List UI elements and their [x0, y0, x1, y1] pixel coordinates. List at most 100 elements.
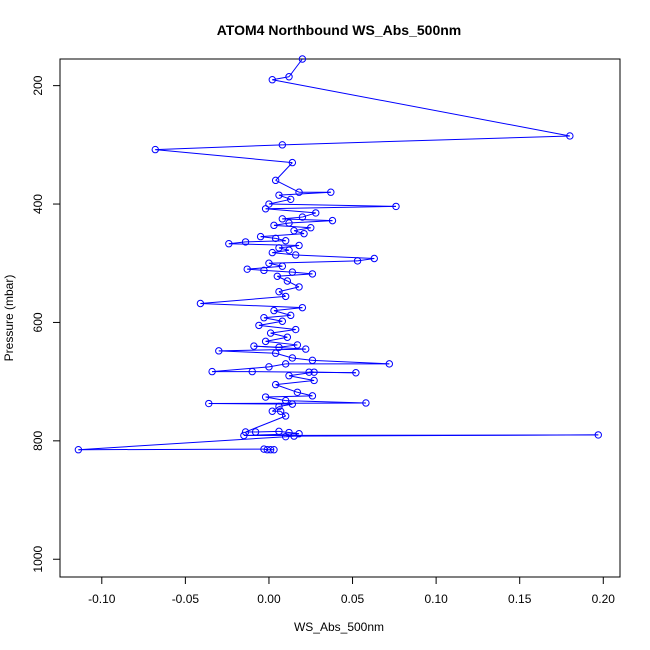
- series-segment: [218, 348, 306, 352]
- series-segment: [265, 340, 298, 346]
- data-point: [276, 407, 285, 415]
- data-point: [385, 360, 394, 368]
- data-point: [286, 311, 295, 320]
- data-point: [265, 259, 273, 267]
- series-segment: [265, 205, 397, 210]
- series-segment: [268, 198, 291, 205]
- series-segment: [258, 324, 296, 331]
- data-point: [285, 372, 293, 380]
- series-segment: [278, 403, 293, 407]
- data-point: [275, 402, 283, 411]
- data-point: [307, 224, 315, 232]
- data-point: [327, 188, 335, 196]
- data-point: [275, 427, 283, 436]
- data-point: [281, 432, 290, 441]
- data-point: [268, 248, 276, 257]
- series-segment: [273, 222, 290, 226]
- data-point: [298, 303, 307, 312]
- data-point: [292, 325, 300, 334]
- data-point: [290, 226, 298, 235]
- series-segment: [288, 375, 315, 381]
- data-point: [308, 270, 317, 278]
- data-point: [288, 158, 297, 167]
- data-point: [392, 202, 400, 211]
- x-tick-label: 0.10: [424, 592, 448, 606]
- chart-title: ATOM4 Northbound WS_Abs_500nm: [217, 22, 462, 38]
- data-point: [285, 219, 293, 227]
- series-segment: [275, 379, 315, 386]
- data-point: [308, 392, 317, 400]
- data-point: [278, 215, 287, 223]
- series-segment: [309, 371, 356, 374]
- data-point: [285, 246, 293, 254]
- data-point: [241, 428, 250, 436]
- series-segment: [272, 252, 296, 256]
- data-point: [225, 240, 233, 248]
- series-segment: [275, 162, 293, 181]
- y-axis: 200 400 600 800 1000: [31, 75, 61, 573]
- data-point: [266, 329, 275, 337]
- data-point: [295, 188, 303, 196]
- series-segment: [293, 230, 305, 235]
- x-tick-label: -0.10: [88, 592, 116, 606]
- data-point: [305, 368, 313, 376]
- data-point: [283, 277, 292, 285]
- data-point: [248, 367, 256, 376]
- data-point: [278, 262, 287, 270]
- data-point: [353, 257, 362, 265]
- data-point: [275, 343, 283, 352]
- series-lines: [78, 59, 599, 451]
- data-point: [298, 55, 307, 63]
- data-point: [308, 356, 317, 365]
- series-segment: [282, 218, 333, 222]
- data-point: [271, 380, 280, 389]
- data-point: [261, 205, 270, 213]
- y-tick-label: 400: [31, 194, 45, 214]
- series-segment: [272, 406, 280, 412]
- data-point: [288, 400, 297, 408]
- series-segment: [260, 236, 276, 239]
- series-segment: [273, 307, 303, 312]
- data-point: [310, 376, 318, 385]
- series-segment: [200, 295, 286, 304]
- series-segment: [218, 350, 276, 354]
- data-point: [271, 176, 280, 185]
- data-point: [270, 221, 278, 230]
- x-axis: -0.10 -0.05 0.00 0.05 0.10 0.15 0.20: [88, 576, 615, 606]
- data-point: [275, 287, 283, 296]
- data-point: [265, 363, 273, 371]
- series-segment: [287, 280, 300, 288]
- data-point: [281, 396, 290, 405]
- data-point: [281, 292, 290, 301]
- data-point: [312, 209, 320, 217]
- data-point: [275, 244, 283, 252]
- series-segment: [78, 448, 264, 451]
- series-segment: [277, 275, 288, 282]
- series-segment: [275, 384, 298, 393]
- data-point: [255, 321, 263, 330]
- y-axis-label: Pressure (mbar): [2, 275, 16, 362]
- data-point: [352, 369, 360, 377]
- data-point: [295, 241, 303, 250]
- series-segment: [263, 314, 291, 319]
- series-segment: [208, 403, 293, 405]
- series-segment: [295, 254, 375, 260]
- series-segment: [272, 79, 570, 137]
- data-point: [215, 347, 223, 355]
- series-segment: [288, 59, 303, 78]
- series-segment: [285, 435, 295, 438]
- data-point: [270, 306, 278, 315]
- series-segment: [268, 203, 397, 207]
- series-segment: [263, 269, 293, 273]
- series-segment: [245, 415, 286, 433]
- data-point: [275, 191, 283, 199]
- series-segment: [228, 243, 300, 246]
- x-axis-label: WS_Abs_500nm: [294, 620, 384, 634]
- data-point: [278, 317, 287, 325]
- data-point: [251, 428, 260, 436]
- data-point: [295, 283, 303, 291]
- data-point: [271, 349, 280, 357]
- data-point: [283, 333, 292, 341]
- series-segment: [278, 291, 286, 297]
- data-point: [285, 73, 293, 81]
